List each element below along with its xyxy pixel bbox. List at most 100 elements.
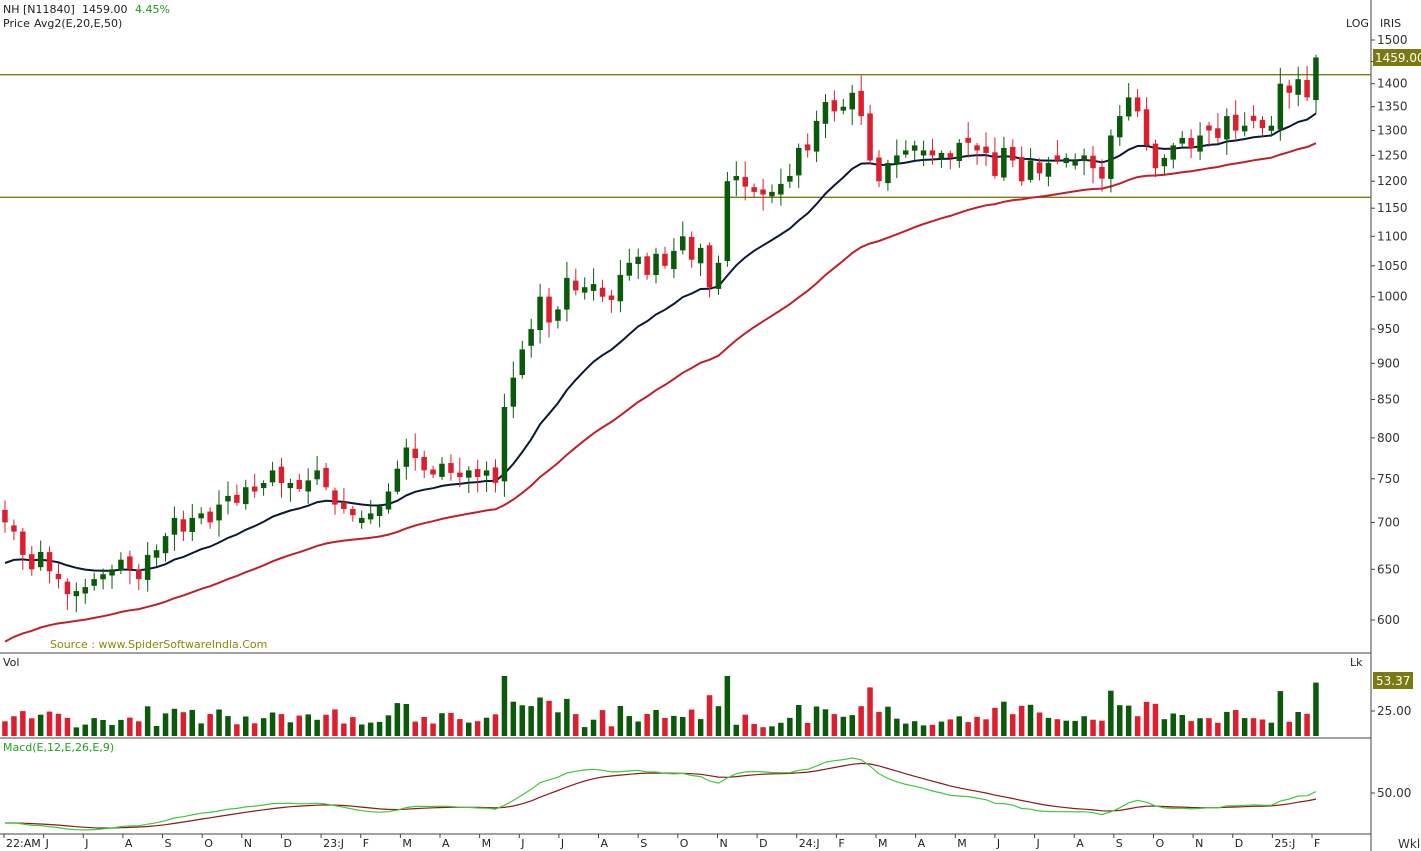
candle-body: [546, 296, 552, 323]
candle-body: [198, 513, 204, 519]
candle-body: [662, 253, 668, 266]
volume-bar: [1286, 721, 1292, 736]
date-tick-label: O: [1156, 837, 1165, 850]
volume-bar: [688, 709, 695, 736]
candle-body: [359, 517, 365, 523]
candle-body: [1090, 155, 1096, 169]
volume-bar: [100, 720, 106, 736]
volume-unit: Lk: [1350, 656, 1363, 669]
volume-bar: [82, 724, 88, 736]
volume-bar: [457, 719, 463, 736]
candle-body: [894, 155, 900, 165]
volume-bar: [91, 718, 97, 736]
timeframe-label[interactable]: Wkl: [1398, 837, 1420, 851]
candle-body: [1134, 97, 1141, 112]
price-tick-label: 900: [1377, 356, 1400, 370]
candle-body: [100, 574, 106, 580]
candle-body: [671, 250, 677, 270]
price-tick-label: 650: [1377, 562, 1400, 576]
volume-bar: [769, 726, 775, 736]
date-tick-label: N: [1195, 837, 1203, 850]
volume-bar: [546, 700, 552, 736]
volume-bar: [590, 719, 597, 736]
candle-body: [528, 329, 534, 346]
price-tick-label: 1050: [1377, 259, 1408, 273]
volume-bar: [653, 710, 659, 736]
volume-bar: [136, 721, 142, 736]
volume-tick: 25.00: [1377, 704, 1411, 718]
volume-bar: [501, 676, 508, 736]
candle-body: [376, 506, 383, 516]
candle-body: [983, 146, 989, 153]
scale-mode-label[interactable]: LOG: [1346, 17, 1369, 30]
volume-bar: [813, 706, 820, 736]
candle-body: [385, 491, 392, 510]
volume-bar: [314, 719, 320, 736]
candle-body: [457, 472, 463, 478]
candle-body: [2, 509, 8, 523]
candle-body: [938, 152, 945, 159]
volume-bar: [555, 712, 561, 736]
macd-label: Macd(E,12,E,26,E,9): [3, 741, 114, 754]
candle-body: [430, 469, 436, 475]
volume-bar: [644, 714, 650, 736]
candle-body: [234, 494, 240, 503]
candle-body: [483, 470, 490, 476]
candle-body: [171, 517, 178, 535]
volume-bar: [858, 706, 864, 736]
volume-bar: [840, 716, 847, 736]
volume-bar: [680, 717, 686, 736]
volume-bar: [599, 710, 606, 736]
candle-body: [626, 262, 632, 276]
candle-body: [367, 513, 374, 520]
volume-bar: [671, 715, 677, 736]
candle-body: [635, 256, 641, 264]
volume-bar: [376, 721, 383, 736]
volume-bar: [439, 713, 445, 736]
candle-body: [724, 181, 731, 261]
price-tick-label: 1350: [1377, 100, 1408, 114]
candle-body: [1241, 125, 1248, 132]
date-tick-label: S: [165, 837, 172, 850]
price-tick-label: 1100: [1377, 229, 1408, 243]
candle-body: [269, 470, 276, 483]
candle-body: [564, 277, 570, 310]
volume-bar: [474, 721, 481, 736]
volume-bar: [1143, 701, 1150, 736]
volume-bar: [1161, 719, 1168, 736]
candle-body: [144, 554, 151, 580]
candle-body: [11, 525, 17, 532]
candle-body: [581, 287, 588, 293]
volume-bar: [367, 722, 374, 736]
volume-bar: [519, 705, 525, 736]
candle-body: [1125, 97, 1132, 117]
volume-bar: [1179, 715, 1185, 736]
volume-bar: [403, 704, 410, 736]
candle-body: [519, 349, 525, 375]
volume-bar: [251, 723, 258, 736]
price-tick-label: 1250: [1377, 148, 1408, 162]
volume-bar: [1277, 691, 1284, 736]
price-tick-label: 600: [1377, 613, 1400, 627]
candle-body: [1054, 155, 1061, 161]
volume-bar: [1001, 701, 1007, 736]
volume-bar: [778, 722, 784, 736]
date-tick-label: F: [838, 837, 844, 850]
volume-bar: [626, 716, 632, 736]
volume-bar: [225, 716, 231, 736]
candle-body: [474, 469, 481, 477]
volume-bar: [938, 721, 945, 736]
volume-bar: [1010, 714, 1016, 736]
volume-bar: [706, 695, 713, 736]
volume-bar: [1197, 718, 1203, 736]
volume-bar: [573, 714, 579, 736]
candle-body: [822, 102, 829, 124]
date-tick-label: A: [601, 837, 609, 850]
date-tick-label: M: [957, 837, 967, 850]
volume-bar: [1152, 703, 1159, 736]
candle-body: [20, 531, 26, 555]
date-axis: 22:AM J J A S O N D 23:J F M A M J J A S O N D 24:J F M A M J J A S O…: [3, 834, 1320, 850]
volume-bar: [635, 721, 641, 736]
candle-body: [974, 145, 980, 151]
